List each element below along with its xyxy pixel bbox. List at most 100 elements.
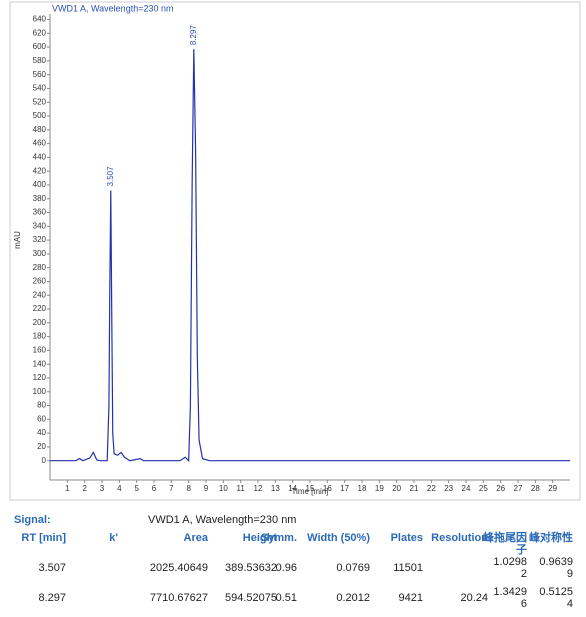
x-tick-label: 4 [117,484,122,493]
chart-frame [9,1,581,501]
y-axis-label: mAU [13,231,22,249]
x-tick-label: 10 [219,484,228,493]
chart: VWD1 A, Wavelength=230 nm Time [min] mAU… [9,1,581,501]
table-cell: Resolution [431,532,488,544]
y-tick-label: 420 [33,166,47,175]
table-cell: 0.51 [275,592,297,604]
x-tick-label: 18 [358,484,367,493]
y-tick-label: 300 [33,249,47,258]
x-tick-label: 25 [479,484,488,493]
table-cell: 0.96399 [539,556,573,580]
x-tick-label: 28 [531,484,540,493]
y-tick-label: 340 [33,221,47,230]
table-cell: 0.2012 [336,592,370,604]
x-tick-label: 29 [548,484,557,493]
y-tick-label: 140 [33,359,47,368]
x-axis-label: Time [min] [291,487,328,496]
y-tick-label: 360 [33,208,47,217]
y-tick-label: 60 [37,414,46,423]
table-cell: 1.02982 [493,556,527,580]
y-tick-label: 220 [33,304,47,313]
x-tick-label: 9 [204,484,209,493]
table-cell: 峰拖尾因子 [483,532,527,556]
table-cell: Area [183,532,208,544]
table-cell: 0.51254 [539,586,573,610]
y-tick-label: 200 [33,318,47,327]
x-tick-label: 23 [444,484,453,493]
table-cell: RT [min] [21,532,66,544]
table-cell: 11501 [393,562,423,574]
x-tick-label: 13 [271,484,280,493]
y-tick-label: 540 [33,84,47,93]
table-cell: Width (50%) [307,532,370,544]
table-cell: Symm. [260,532,297,544]
x-tick-label: 20 [392,484,401,493]
table-cell: 9421 [398,592,423,604]
table-cell: 0.96 [275,562,297,574]
y-tick-label: 640 [33,15,47,24]
table-cell: VWD1 A, Wavelength=230 nm [148,514,297,526]
y-tick-label: 480 [33,125,47,134]
x-tick-label: 14 [288,484,297,493]
x-tick-label: 24 [462,484,471,493]
x-tick-label: 26 [496,484,505,493]
y-tick-label: 440 [33,152,47,161]
x-tick-label: 21 [410,484,419,493]
y-tick-label: 20 [37,442,46,451]
peak-label: 8.297 [189,25,198,46]
x-tick-label: 15 [306,484,315,493]
table-cell: 3.507 [38,562,66,574]
x-tick-label: 7 [169,484,174,493]
table-cell: Height [242,532,277,544]
y-tick-label: 460 [33,139,47,148]
y-tick-label: 240 [33,290,47,299]
y-tick-label: 100 [33,387,47,396]
y-tick-label: 600 [33,42,47,51]
table-cell: 8.297 [38,592,66,604]
peak-label: 3.507 [106,166,115,187]
chart-title: VWD1 A, Wavelength=230 nm [52,3,173,13]
y-tick-label: 400 [33,180,47,189]
y-tick-label: 120 [33,373,47,382]
table-cell: 峰对称性 [529,532,573,544]
x-tick-label: 6 [152,484,157,493]
table-cell: Signal: [14,514,51,526]
y-tick-label: 380 [33,194,47,203]
table-cell: 7710.67627 [149,592,208,604]
table-cell: 2025.40649 [149,562,208,574]
table-cell: 594.52075 [225,592,277,604]
x-tick-label: 11 [237,484,246,493]
y-tick-label: 80 [37,401,46,410]
x-tick-label: 19 [375,484,384,493]
x-tick-label: 1 [65,484,70,493]
table-cell: 389.53632 [225,562,277,574]
y-tick-label: 180 [33,332,47,341]
table-cell: k' [109,532,118,544]
table-cell: Plates [390,532,423,544]
y-tick-label: 40 [37,428,46,437]
y-tick-label: 160 [33,346,47,355]
x-tick-label: 2 [82,484,87,493]
x-tick-label: 12 [254,484,263,493]
y-tick-label: 260 [33,277,47,286]
y-tick-label: 520 [33,97,47,106]
x-tick-label: 17 [340,484,349,493]
y-tick-label: 580 [33,56,47,65]
table-cell: 0.0769 [336,562,370,574]
y-tick-label: 320 [33,235,47,244]
y-tick-label: 620 [33,28,47,37]
x-tick-label: 8 [186,484,191,493]
x-tick-label: 3 [100,484,105,493]
table-cell: 20.24 [460,592,488,604]
y-tick-label: 0 [42,456,47,465]
table-cell: 1.34296 [493,586,527,610]
x-tick-label: 22 [427,484,436,493]
x-tick-label: 27 [514,484,523,493]
y-tick-label: 560 [33,70,47,79]
x-tick-label: 16 [323,484,332,493]
trace [50,49,570,463]
x-tick-label: 5 [134,484,139,493]
y-tick-label: 500 [33,111,47,120]
y-tick-label: 280 [33,263,47,272]
